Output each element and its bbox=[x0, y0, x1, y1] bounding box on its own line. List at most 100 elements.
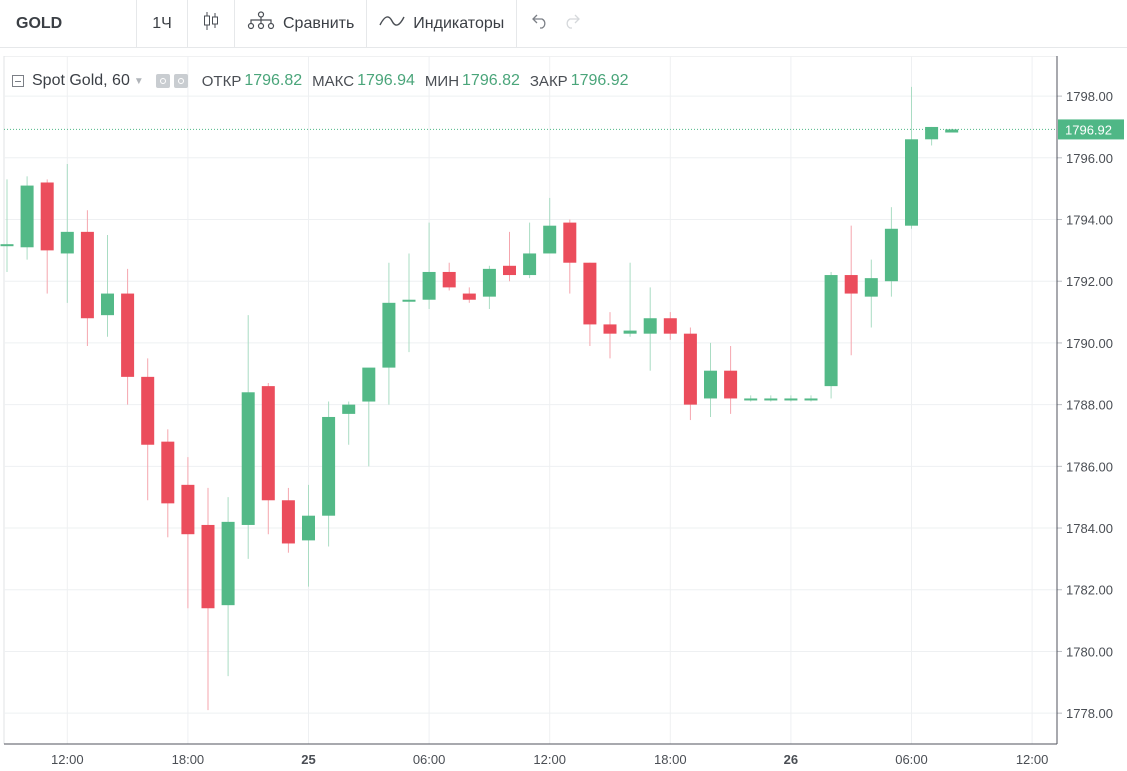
redo-icon[interactable] bbox=[563, 13, 583, 34]
price-tick-label: 1778.00 bbox=[1066, 706, 1113, 721]
candle-body bbox=[683, 333, 697, 405]
close-value: 1796.92 bbox=[570, 72, 629, 89]
candle-body bbox=[0, 244, 14, 247]
series-title: Spot Gold, 60 bbox=[32, 72, 130, 89]
time-tick-label: 06:00 bbox=[895, 752, 928, 767]
undo-icon[interactable] bbox=[529, 13, 549, 34]
low-value: 1796.82 bbox=[462, 72, 520, 89]
candle-body bbox=[261, 386, 275, 501]
last-price-label: 1796.92 bbox=[1065, 122, 1112, 137]
candle-body bbox=[925, 126, 939, 140]
chart-toolbar: GOLD 1Ч Сравнить bbox=[0, 0, 1127, 48]
price-tick-label: 1792.00 bbox=[1066, 274, 1113, 289]
price-tick-label: 1782.00 bbox=[1066, 583, 1113, 598]
candle-body bbox=[241, 392, 255, 525]
chart-type-button[interactable] bbox=[188, 0, 235, 47]
candle-body bbox=[462, 293, 476, 300]
candle-body bbox=[442, 271, 456, 288]
candle-body bbox=[40, 182, 54, 251]
price-tick-label: 1796.00 bbox=[1066, 151, 1113, 166]
time-tick-label: 18:00 bbox=[654, 752, 687, 767]
candle-body bbox=[101, 293, 114, 316]
candle-body bbox=[844, 275, 858, 294]
candle-body bbox=[503, 265, 516, 276]
candle-body bbox=[884, 228, 898, 282]
chart-pane[interactable]: 1778.00 1780.00 1782.00 1784.00 1786.00 1788.… bbox=[0, 56, 1127, 771]
candle-body bbox=[221, 521, 235, 606]
compare-button[interactable]: Сравнить bbox=[235, 0, 368, 47]
indicators-label: Индикаторы bbox=[413, 14, 505, 32]
candle-body bbox=[382, 302, 396, 368]
candle-body bbox=[824, 275, 838, 387]
candle-body bbox=[60, 231, 74, 254]
price-tick-label: 1788.00 bbox=[1066, 398, 1113, 413]
price-tick-label: 1794.00 bbox=[1066, 213, 1113, 228]
time-tick-label: 18:00 bbox=[172, 752, 205, 767]
candle-body bbox=[20, 185, 34, 248]
price-tick-label: 1780.00 bbox=[1066, 644, 1113, 659]
candle-body bbox=[302, 515, 315, 541]
interval-selector[interactable]: 1Ч bbox=[137, 0, 188, 47]
low-label: МИН bbox=[424, 72, 460, 90]
candle-body bbox=[945, 129, 959, 133]
time-tick-label: 12:00 bbox=[51, 752, 84, 767]
candle-body bbox=[744, 398, 758, 401]
settings-icon[interactable] bbox=[173, 74, 188, 88]
price-tick-label: 1798.00 bbox=[1066, 89, 1113, 104]
candle-body bbox=[864, 278, 878, 297]
time-tick-label: 26 bbox=[784, 752, 798, 767]
dropdown-caret-icon[interactable]: ▼ bbox=[133, 75, 144, 87]
candle-body bbox=[322, 416, 336, 516]
symbol-selector[interactable]: GOLD bbox=[0, 0, 137, 47]
high-value: 1796.94 bbox=[357, 72, 415, 89]
time-tick-label: 12:00 bbox=[1016, 752, 1049, 767]
time-tick-label: 06:00 bbox=[413, 752, 446, 767]
collapse-icon[interactable] bbox=[12, 75, 24, 87]
candle-body bbox=[281, 500, 295, 544]
candle-body bbox=[764, 398, 778, 401]
compare-icon bbox=[247, 11, 275, 36]
candlestick-icon bbox=[202, 11, 220, 36]
candle-body bbox=[784, 398, 798, 401]
last-price-badge bbox=[1058, 119, 1124, 140]
candle-body bbox=[804, 398, 818, 401]
candle-body bbox=[704, 370, 717, 399]
visibility-icon[interactable] bbox=[155, 74, 170, 88]
open-value: 1796.82 bbox=[244, 72, 303, 89]
symbol-label: GOLD bbox=[16, 14, 63, 32]
time-tick-label: 12:00 bbox=[533, 752, 566, 767]
price-tick-label: 1790.00 bbox=[1066, 336, 1113, 351]
candle-body bbox=[563, 222, 577, 263]
price-tick-label: 1786.00 bbox=[1066, 459, 1113, 474]
candle-body bbox=[482, 268, 496, 297]
candle-body bbox=[161, 441, 175, 504]
candle-body bbox=[724, 370, 738, 399]
open-label: ОТКР bbox=[201, 72, 242, 90]
candle-body bbox=[603, 324, 617, 334]
candle-body bbox=[905, 139, 918, 226]
candle-body bbox=[422, 271, 436, 300]
indicators-button[interactable]: Индикаторы bbox=[367, 0, 518, 47]
time-tick-label: 25 bbox=[301, 752, 315, 767]
indicators-icon bbox=[379, 14, 405, 33]
compare-label: Сравнить bbox=[283, 14, 355, 32]
price-tick-label: 1784.00 bbox=[1066, 521, 1113, 536]
candle-body bbox=[181, 484, 195, 535]
close-label: ЗАКР bbox=[529, 72, 568, 90]
candle-body bbox=[362, 367, 376, 402]
high-label: МАКС bbox=[312, 72, 355, 90]
undo-redo-group bbox=[517, 0, 595, 47]
candle-body bbox=[80, 231, 94, 319]
candle-body bbox=[543, 225, 557, 254]
candle-body bbox=[402, 299, 416, 302]
candle-body bbox=[523, 253, 537, 276]
candle-body bbox=[663, 318, 677, 334]
price-chart[interactable]: 1778.00 1780.00 1782.00 1784.00 1786.00 1788.… bbox=[0, 56, 1127, 771]
candle-body bbox=[583, 262, 597, 325]
candle-body bbox=[121, 293, 135, 377]
interval-label: 1Ч bbox=[152, 14, 172, 32]
candle-body bbox=[342, 404, 356, 414]
candle-body bbox=[201, 524, 215, 609]
candle-body bbox=[643, 318, 657, 334]
series-legend: Spot Gold, 60 ▼ ОТКР 1796.82 МАКС 1796.9… bbox=[12, 72, 629, 90]
